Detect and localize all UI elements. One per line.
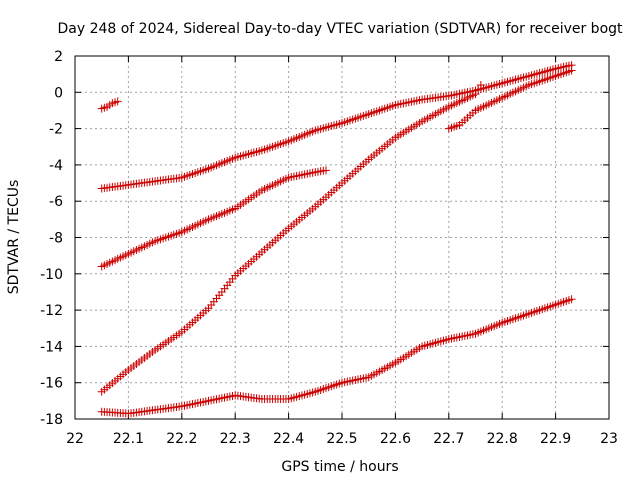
x-tick-label: 22 <box>66 431 84 447</box>
y-tick-label: -14 <box>40 339 63 355</box>
y-tick-labels: -18 -16 -14 -12 -10 -8 -6 -4 -2 0 2 <box>40 49 63 428</box>
y-tick-label: 0 <box>54 85 63 101</box>
y-tick-label: -10 <box>40 267 63 283</box>
y-tick-label: -4 <box>49 158 63 174</box>
x-tick-label: 22.3 <box>220 431 251 447</box>
data-point <box>113 97 122 106</box>
series-satellite-3 <box>97 166 330 271</box>
plot-frame <box>74 55 610 420</box>
data-point <box>567 295 576 304</box>
data-series <box>97 61 576 418</box>
y-tick-label: -2 <box>49 122 63 138</box>
data-point <box>474 85 483 94</box>
x-tick-label: 22.4 <box>273 431 304 447</box>
y-tick-label: -12 <box>40 303 63 319</box>
x-tick-label: 22.5 <box>326 431 357 447</box>
series-satellite-4 <box>97 81 485 396</box>
x-axis-label: GPS time / hours <box>281 459 398 475</box>
series-satellite-2 <box>97 61 576 193</box>
y-tick-label: -6 <box>49 194 63 210</box>
series-satellite-1 <box>97 97 122 113</box>
data-point <box>321 166 330 175</box>
x-tick-label: 22.1 <box>113 431 144 447</box>
x-tick-labels: 22 22.1 22.2 22.3 22.4 22.5 22.6 22.7 22.8 22.9 23 <box>66 431 618 447</box>
y-tick-label: 2 <box>54 49 63 65</box>
x-tick-label: 22.9 <box>540 431 571 447</box>
x-tick-label: 22.6 <box>380 431 411 447</box>
x-tick-label: 22.8 <box>487 431 518 447</box>
data-point <box>476 81 485 90</box>
series-satellite-6 <box>97 295 576 418</box>
y-tick-label: -18 <box>40 412 63 428</box>
y-tick-label: -8 <box>49 231 63 247</box>
chart-title: Day 248 of 2024, Sidereal Day-to-day VTE… <box>57 21 623 37</box>
series-satellite-5 <box>444 66 576 133</box>
data-point <box>567 66 576 75</box>
data-point <box>471 90 480 99</box>
x-tick-label: 22.7 <box>433 431 464 447</box>
y-tick-label: -16 <box>40 376 63 392</box>
x-tick-label: 22.2 <box>166 431 197 447</box>
y-axis-label: SDTVAR / TECUs <box>6 180 22 295</box>
x-tick-label: 23 <box>600 431 618 447</box>
